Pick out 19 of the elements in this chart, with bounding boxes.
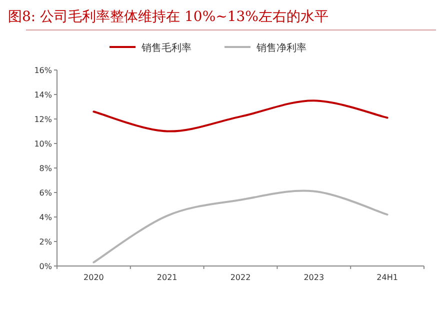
chart-title: 图8: 公司毛利率整体维持在 10%~13%左右的水平	[8, 9, 328, 25]
legend-label: 销售毛利率	[140, 42, 192, 54]
legend-label: 销售净利率	[256, 42, 306, 54]
x-tick-label: 2021	[156, 273, 178, 282]
x-tick-label: 2020	[84, 273, 104, 282]
line-series	[92, 100, 388, 132]
y-tick-label: 4%	[39, 213, 52, 222]
y-tick-label: 2%	[39, 238, 52, 246]
y-tick-label: 0%	[39, 262, 52, 271]
y-tick-label: 10%	[34, 140, 52, 148]
y-tick-label: 6%	[39, 188, 52, 198]
y-tick-label: 16%	[34, 66, 52, 75]
y-tick-label: 8%	[39, 164, 52, 173]
y-tick-label: 14%	[34, 90, 52, 100]
y-tick-label: 12%	[34, 115, 52, 124]
x-tick-label: 2023	[304, 273, 324, 282]
line-series	[92, 190, 388, 264]
x-tick-label: 2022	[230, 273, 251, 282]
x-tick-label: 24H1	[376, 273, 398, 282]
